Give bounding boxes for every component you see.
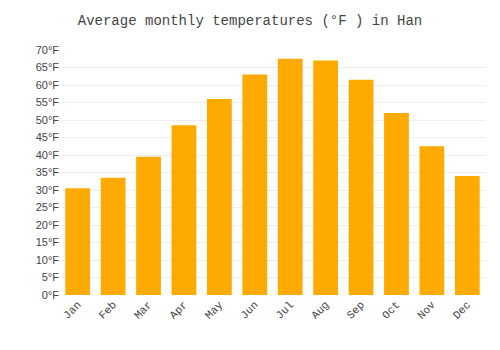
svg-text:Average monthly temperatures (: Average monthly temperatures (°F ) in Ha… [78, 13, 422, 29]
svg-text:25°F: 25°F [36, 201, 60, 213]
svg-text:0°F: 0°F [42, 289, 60, 301]
svg-text:20°F: 20°F [36, 219, 60, 231]
svg-text:5°F: 5°F [42, 271, 60, 283]
svg-text:Dec: Dec [451, 299, 473, 321]
svg-text:45°F: 45°F [36, 131, 60, 143]
svg-text:Oct: Oct [380, 299, 402, 321]
svg-text:May: May [203, 299, 226, 322]
svg-text:40°F: 40°F [36, 149, 60, 161]
svg-text:Aug: Aug [309, 299, 331, 321]
svg-text:Apr: Apr [167, 299, 189, 321]
svg-text:35°F: 35°F [36, 166, 60, 178]
svg-text:15°F: 15°F [36, 236, 60, 248]
svg-text:60°F: 60°F [36, 79, 60, 91]
svg-text:Jul: Jul [274, 299, 296, 321]
svg-text:Jan: Jan [61, 299, 83, 321]
svg-text:Jun: Jun [238, 299, 260, 321]
svg-text:Sep: Sep [345, 299, 367, 321]
svg-text:Nov: Nov [415, 299, 438, 322]
svg-text:30°F: 30°F [36, 184, 60, 196]
svg-text:10°F: 10°F [36, 254, 60, 266]
svg-text:Feb: Feb [97, 299, 119, 321]
svg-text:65°F: 65°F [36, 61, 60, 73]
svg-text:50°F: 50°F [36, 114, 60, 126]
svg-text:55°F: 55°F [36, 96, 60, 108]
svg-text:70°F: 70°F [36, 44, 60, 56]
svg-text:Mar: Mar [132, 299, 154, 321]
